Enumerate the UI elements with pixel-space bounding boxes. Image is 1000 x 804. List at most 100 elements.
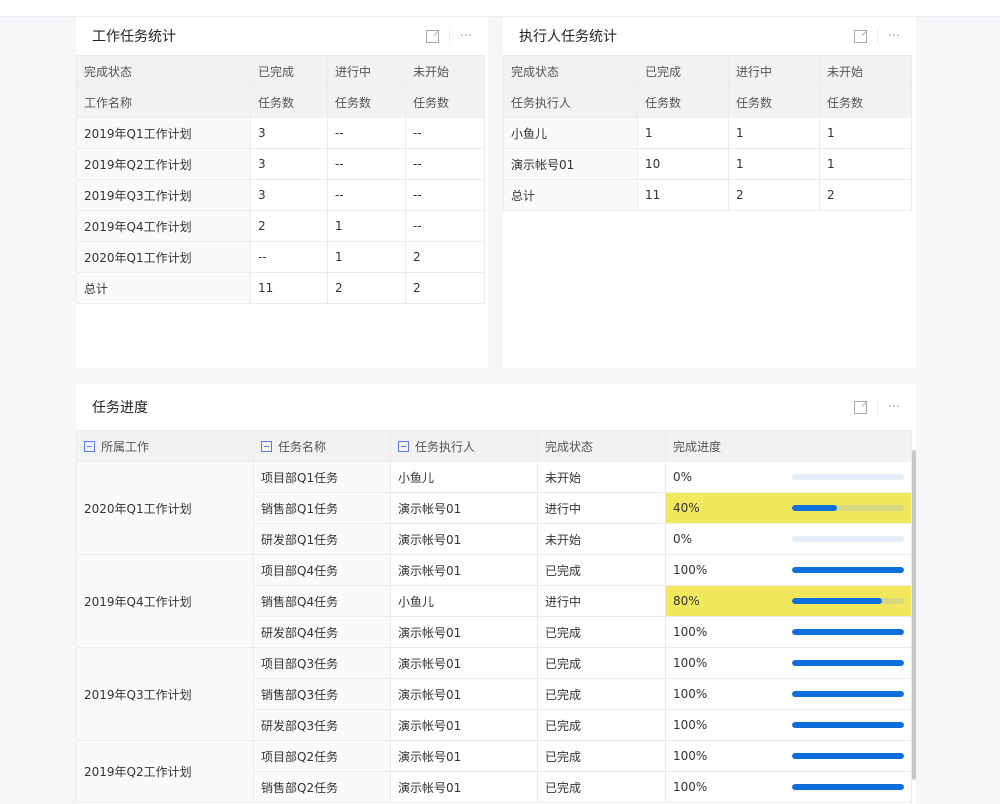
table-cell: 已完成 (537, 709, 666, 741)
progress-cell: 0% (665, 523, 912, 555)
table-cell: 小鱼儿 (390, 461, 538, 493)
table-cell: 进行中 (537, 492, 666, 524)
column-header: 完成状态 (76, 55, 251, 87)
assignee-stats-card: 执行人任务统计 ··· 完成状态 已完成 进行中 未开始 任务执行人 任务数 任务数 任务数小… (503, 17, 916, 368)
column-header: 已完成 (250, 55, 328, 87)
table-row: 2019年Q3工作计划 3 -- -- (76, 179, 485, 211)
table-cell: -- (405, 179, 485, 211)
table-cell: 1 (728, 148, 820, 180)
expand-icon[interactable] (853, 29, 867, 43)
progress-fill (792, 629, 904, 635)
column-header[interactable]: 完成状态 (537, 430, 666, 462)
progress-cell: 100% (665, 709, 912, 741)
more-icon[interactable]: ··· (459, 28, 472, 44)
table-cell: 已完成 (537, 771, 666, 803)
table-cell: 2020年Q1工作计划 (76, 241, 251, 273)
table-cell: 2019年Q1工作计划 (76, 117, 251, 149)
column-header: 任务数 (637, 86, 729, 118)
collapse-icon[interactable] (261, 440, 272, 452)
table-cell: 11 (250, 272, 328, 304)
progress-bar (792, 567, 904, 573)
table-cell: 演示帐号01 (390, 647, 538, 679)
progress-bar (792, 784, 904, 790)
column-header[interactable]: 完成进度 (665, 430, 912, 462)
progress-fill (792, 505, 837, 511)
progress-fill (792, 753, 904, 759)
table-cell: 2 (728, 179, 820, 211)
table-row: 2019年Q2工作计划 3 -- -- (76, 148, 485, 180)
table-row: 2019年Q4工作计划 项目部Q4任务 演示帐号01 已完成 100% (76, 554, 912, 648)
table-row: 研发部Q4任务 演示帐号01 已完成 100% (77, 616, 912, 648)
progress-cell: 0% (665, 461, 912, 493)
table-cell: 未开始 (537, 523, 666, 555)
expand-icon[interactable] (425, 29, 439, 43)
progress-fill (792, 567, 904, 573)
table-cell: 1 (327, 241, 406, 273)
table-row: 总计 11 2 2 (76, 272, 485, 304)
scrollbar[interactable] (912, 450, 916, 780)
work-stats-card: 工作任务统计 ··· 完成状态 已完成 进行中 未开始 工作名称 任务数 任务数 任务数 201… (76, 17, 488, 368)
table-cell: 2019年Q4工作计划 (76, 210, 251, 242)
table-cell: 研发部Q1任务 (253, 523, 391, 555)
progress-cell: 100% (665, 554, 912, 586)
expand-icon[interactable] (853, 400, 867, 414)
table-cell: 未开始 (537, 461, 666, 493)
column-header: 任务数 (405, 86, 485, 118)
collapse-icon[interactable] (84, 440, 95, 452)
progress-label: 100% (673, 625, 708, 639)
collapse-icon[interactable] (398, 440, 409, 452)
task-progress-table: 所属工作 任务名称 任务执行人 完成状态 完成进度 2020年Q1工作计划 项目部Q1任务小… (76, 430, 912, 803)
column-header: 未开始 (819, 55, 912, 87)
table-cell: 演示帐号01 (390, 771, 538, 803)
progress-cell: 100% (665, 678, 912, 710)
progress-fill (792, 722, 904, 728)
table-row: 演示帐号01 10 1 1 (503, 148, 912, 180)
table-cell: -- (327, 148, 406, 180)
progress-bar (792, 536, 904, 542)
table-cell: 小鱼儿 (390, 585, 538, 617)
column-header: 任务数 (728, 86, 820, 118)
progress-cell: 100% (665, 771, 912, 803)
column-header[interactable]: 任务执行人 (390, 430, 538, 462)
header-row: 完成状态 已完成 进行中 未开始 (76, 55, 485, 87)
task-progress-card: 任务进度 ··· 所属工作 任务名称 任务执行人 完成状态 完成进度 2020年Q1工作计… (76, 384, 916, 804)
table-row: 小鱼儿 1 1 1 (503, 117, 912, 149)
table-cell: 项目部Q2任务 (253, 740, 391, 772)
table-cell: 小鱼儿 (503, 117, 638, 149)
column-header[interactable]: 所属工作 (76, 430, 254, 462)
table-row: 2019年Q2工作计划 项目部Q2任务 演示帐号01 已完成 100% (76, 740, 912, 803)
table-cell: 演示帐号01 (390, 740, 538, 772)
column-header: 任务数 (819, 86, 912, 118)
table-cell: 已完成 (537, 647, 666, 679)
table-cell: 10 (637, 148, 729, 180)
progress-cell: 100% (665, 616, 912, 648)
card-title: 任务进度 (92, 400, 148, 416)
table-row: 2019年Q3工作计划 项目部Q3任务 演示帐号01 已完成 100% (76, 647, 912, 741)
column-header: 未开始 (405, 55, 485, 87)
table-cell: 11 (637, 179, 729, 211)
progress-fill (792, 691, 904, 697)
table-cell: 已完成 (537, 678, 666, 710)
progress-bar (792, 629, 904, 635)
table-cell: 总计 (503, 179, 638, 211)
top-bar (0, 0, 1000, 17)
progress-cell: 40% (665, 492, 912, 524)
column-header[interactable]: 任务名称 (253, 430, 391, 462)
progress-label: 0% (673, 470, 693, 484)
table-cell: 项目部Q3任务 (253, 647, 391, 679)
work-group-cell: 2019年Q3工作计划 (76, 647, 254, 741)
more-icon[interactable]: ··· (887, 28, 900, 44)
progress-label: 100% (673, 780, 708, 794)
work-group-cell: 2020年Q1工作计划 (76, 461, 254, 555)
progress-bar (792, 722, 904, 728)
progress-label: 100% (673, 718, 708, 732)
table-cell: 项目部Q4任务 (253, 554, 391, 586)
table-cell: -- (405, 210, 485, 242)
table-cell: 3 (250, 179, 328, 211)
table-cell: 3 (250, 148, 328, 180)
progress-bar (792, 598, 904, 604)
more-icon[interactable]: ··· (887, 399, 900, 415)
table-cell: 1 (327, 210, 406, 242)
table-cell: 2 (819, 179, 912, 211)
table-cell: 已完成 (537, 554, 666, 586)
